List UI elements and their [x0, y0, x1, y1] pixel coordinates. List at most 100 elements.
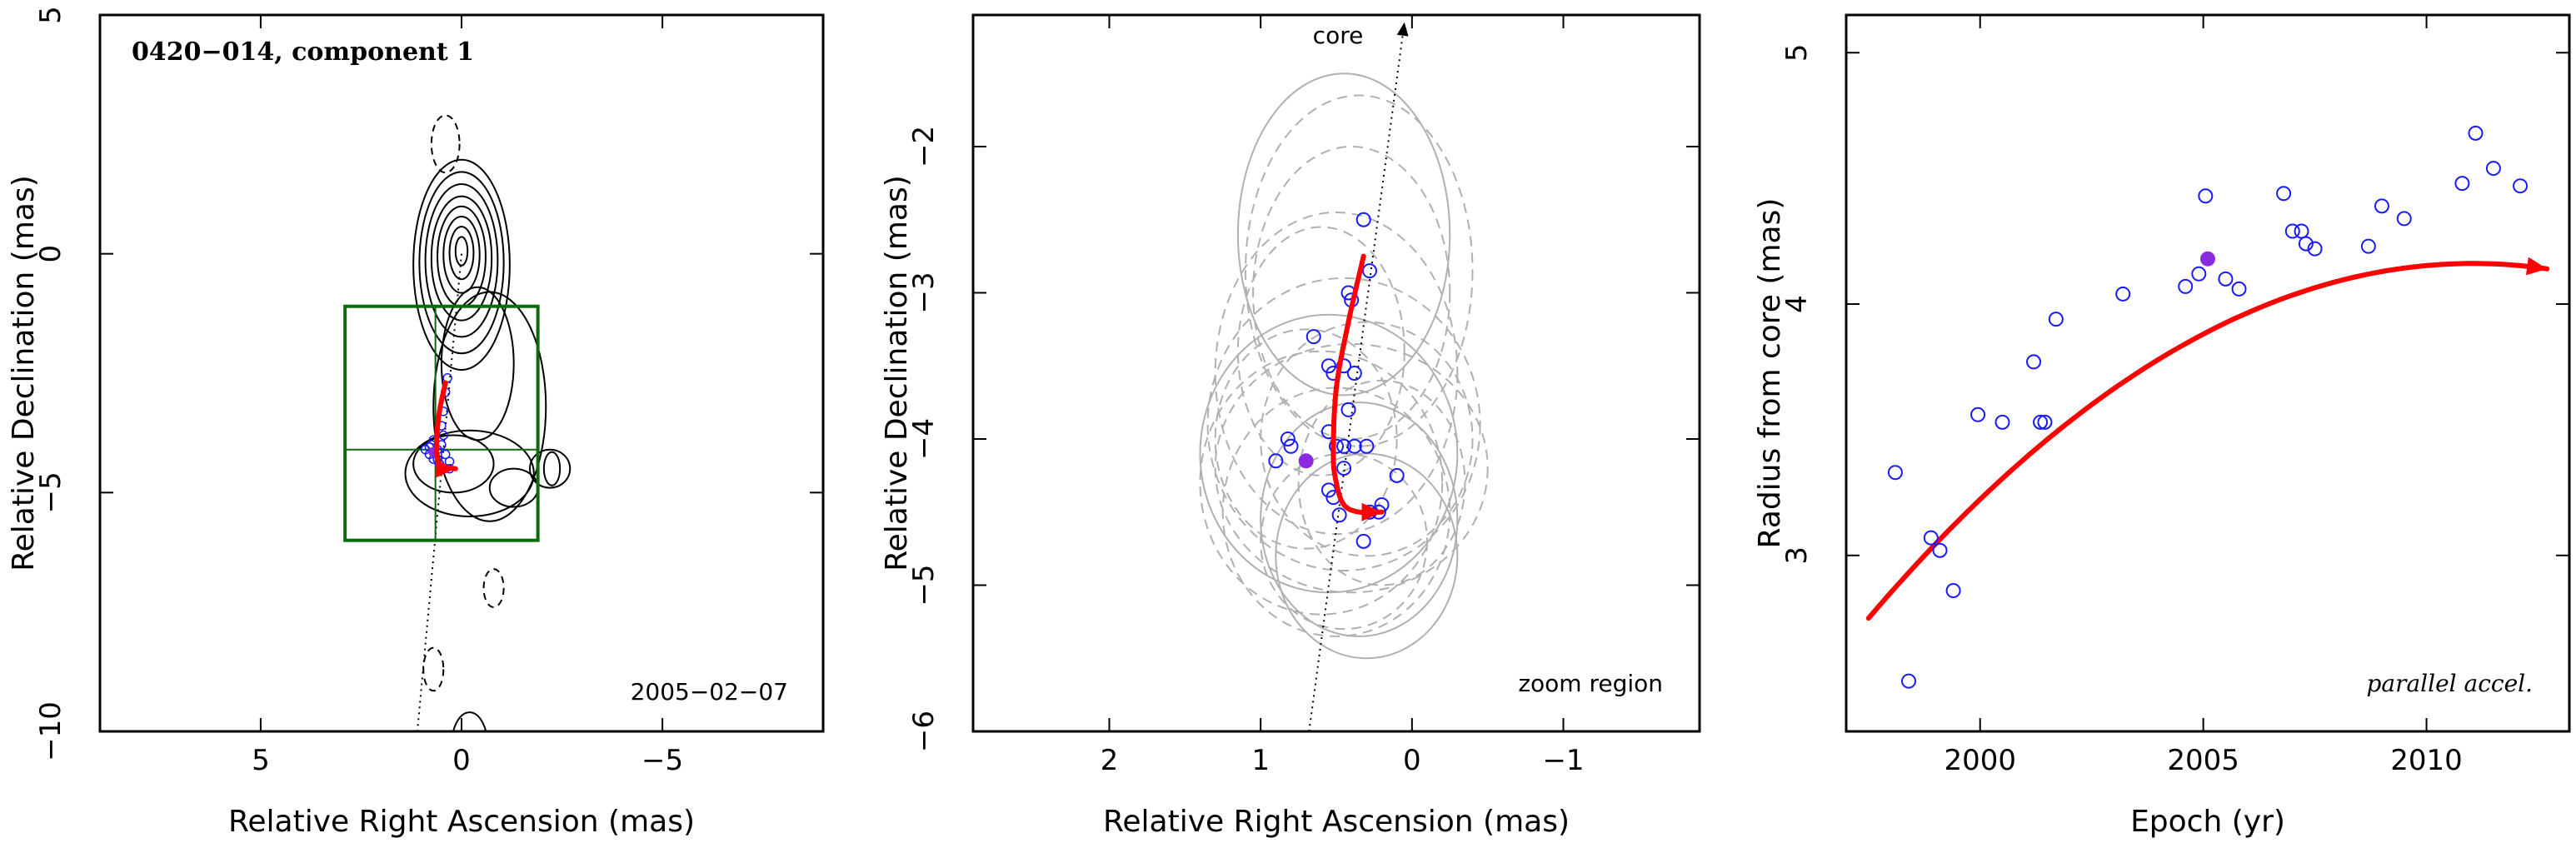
motion-track-arrowhead: [435, 459, 456, 478]
panel-vlbi-map: 5 0 −5 −10 −5 0 5 0420−014, component 1 2005−0…: [7, 6, 825, 839]
data-point: [2037, 414, 2053, 430]
y-tick-label: −4: [907, 418, 941, 460]
flux-contour: [437, 205, 487, 308]
data-point: [1923, 530, 1939, 546]
flux-contour: [424, 182, 499, 338]
data-point: [2360, 238, 2376, 254]
y-tick-label: −5: [34, 471, 67, 513]
current-epoch-point: [2200, 251, 2215, 267]
data-point: [1268, 453, 1284, 469]
data-point: [1346, 366, 1362, 381]
current-epoch-point: [1298, 453, 1314, 469]
motion-track: [1330, 253, 1385, 516]
data-point: [1320, 358, 1336, 374]
jet-contour: [432, 291, 547, 522]
y-axis-title: Relative Declination (mas): [7, 175, 41, 571]
zoom-box: [343, 304, 540, 542]
x-tick-label: −5: [642, 744, 683, 777]
data-point: [2468, 125, 2484, 141]
y-tick-label: −2: [907, 126, 941, 167]
data-point: [1887, 465, 1903, 481]
data-point: [2454, 176, 2470, 192]
data-point: [2191, 266, 2207, 282]
fit-label: parallel accel.: [2366, 670, 2533, 697]
core-direction-line: [1308, 22, 1405, 731]
flux-contour: [454, 236, 469, 267]
data-point: [1901, 673, 1917, 689]
data-point: [2485, 161, 2501, 177]
data-point: [1346, 438, 1362, 454]
flux-contour: [412, 158, 511, 371]
plot-frame: [98, 13, 825, 733]
flux-contour: [418, 171, 505, 355]
y-tick-label: −5: [907, 564, 941, 606]
x-tick-label: 2000: [1944, 744, 2016, 777]
data-point: [2294, 223, 2309, 239]
y-tick-label: −3: [907, 272, 941, 313]
data-point: [1336, 461, 1352, 476]
data-point: [2284, 223, 2300, 239]
data-point: [1336, 438, 1352, 454]
data-point: [2026, 354, 2042, 370]
lower-contour: [412, 434, 495, 494]
x-tick-label: 1: [1251, 744, 1270, 777]
negative-contour: [482, 568, 505, 608]
fit-curve: [1865, 261, 2550, 621]
panel-radius-vs-epoch: 2000 2005 2010 3 4 5 parallel accel. Epoch (y…: [1753, 13, 2571, 839]
y-tick-label: 5: [34, 6, 67, 24]
x-axis-title: Relative Right Ascension (mas): [1103, 805, 1570, 839]
x-axis-title: Epoch (yr): [2130, 805, 2285, 839]
x-tick-label: 2: [1101, 744, 1119, 777]
data-point: [1994, 414, 2010, 430]
error-ellipse: [1214, 342, 1489, 594]
plot-area: [343, 114, 572, 731]
data-point: [2178, 278, 2194, 294]
data-point: [1945, 583, 1961, 599]
data-point: [1359, 438, 1375, 454]
fit-curve-arrowhead: [2525, 257, 2548, 276]
y-tick-label: −10: [34, 701, 67, 761]
data-point: [1932, 542, 1948, 558]
y-axis-title: Radius from core (mas): [1753, 198, 1787, 549]
data-point: [1331, 507, 1347, 523]
y-tick-label: −6: [907, 711, 941, 752]
core-direction-line: [416, 253, 462, 731]
edge-contour: [452, 711, 487, 731]
data-point: [2048, 312, 2064, 327]
epoch-label: 2005−02−07: [631, 678, 788, 706]
error-ellipse: [1199, 313, 1459, 594]
plot-frame: [1845, 13, 2571, 733]
data-point: [1283, 438, 1299, 454]
negative-contour: [430, 114, 461, 174]
error-ellipse: [1206, 277, 1481, 571]
error-ellipse: [1236, 72, 1451, 397]
y-tick-label: 5: [1780, 43, 1814, 62]
panel-zoom-region: 2 1 0 −1 −6 −5 −4 −3 −2 core zoom region Relativ…: [880, 13, 1701, 839]
core-direction-arrowhead: [1396, 22, 1409, 37]
zoom-region-label: zoom region: [1518, 670, 1663, 697]
data-point: [2276, 186, 2292, 202]
error-ellipse: [1236, 226, 1405, 476]
y-tick-label: 3: [1780, 546, 1814, 565]
x-tick-label: −1: [1542, 744, 1584, 777]
plot-area: [1199, 22, 1489, 731]
panel-title: 0420−014, component 1: [132, 37, 474, 67]
error-ellipse: [1297, 379, 1466, 586]
lower-contour: [542, 451, 562, 486]
x-tick-label: 0: [452, 744, 471, 777]
error-ellipse: [1214, 328, 1398, 550]
data-point: [1329, 438, 1344, 454]
data-point: [1305, 329, 1321, 345]
y-tick-label: 4: [1780, 295, 1814, 313]
error-ellipse: [1260, 402, 1459, 637]
data-point: [2115, 286, 2131, 302]
x-tick-label: 0: [1403, 744, 1421, 777]
data-point: [1355, 212, 1371, 227]
data-point: [2513, 178, 2529, 194]
data-point: [1389, 467, 1405, 483]
data-point: [2198, 188, 2214, 204]
y-tick-label: 0: [34, 245, 67, 263]
x-tick-label: 2010: [2390, 744, 2463, 777]
data-point: [2396, 211, 2412, 227]
